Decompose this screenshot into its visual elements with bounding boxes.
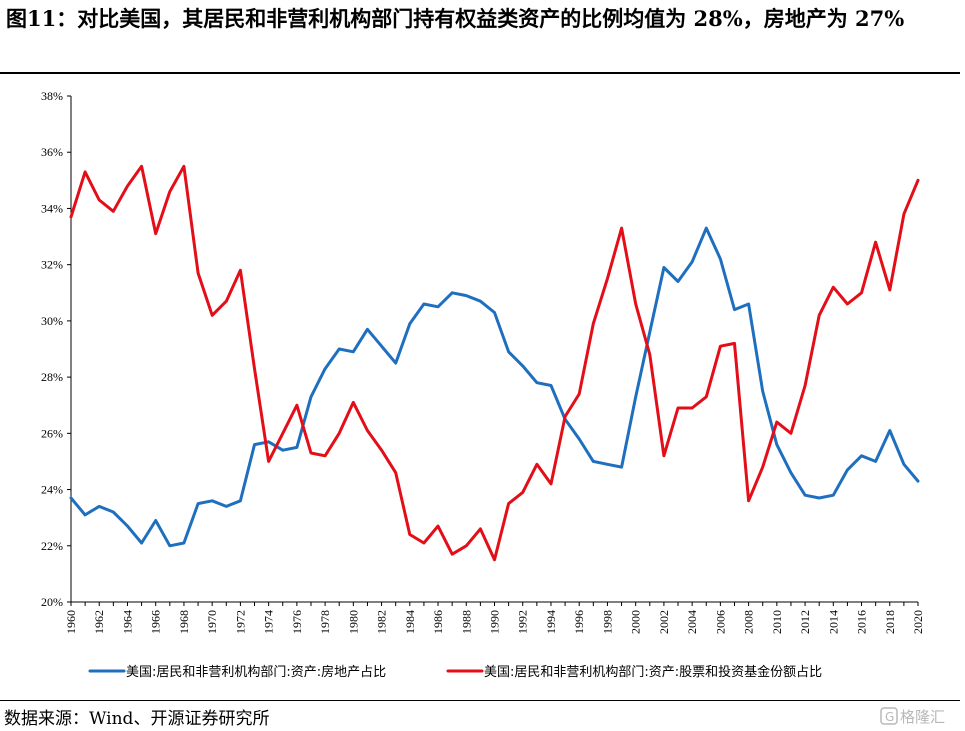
y-tick-label: 38% [41, 89, 63, 103]
x-tick-label: 2016 [855, 610, 869, 634]
x-tick-label: 1964 [120, 610, 134, 634]
x-tick-label: 2014 [826, 610, 840, 634]
x-tick-label: 1988 [459, 610, 473, 634]
x-tick-label: 1968 [177, 610, 191, 634]
y-tick-label: 22% [41, 539, 63, 553]
x-tick-label: 1980 [346, 610, 360, 634]
y-tick-label: 36% [41, 145, 63, 159]
watermark-text: 格隆汇 [900, 708, 945, 726]
x-tick-label: 2004 [685, 610, 699, 634]
footer-divider [0, 700, 960, 701]
y-tick-label: 28% [41, 370, 63, 384]
x-tick-label: 1986 [431, 610, 445, 634]
y-axis-ticks: 20% 22% 24% 26% 28% 30% 32% 34% 36% 38% [41, 89, 71, 609]
figure-title: 图11：对比美国，其居民和非营利机构部门持有权益类资产的比例均值为 28%，房地… [6, 6, 905, 31]
y-tick-label: 20% [41, 595, 63, 609]
x-tick-label: 1962 [92, 610, 106, 634]
watermark-icon [880, 707, 898, 725]
x-axis-ticks: 1960 1962 1964 1966 1968 1970 1972 1974 1976 1978… [64, 602, 925, 634]
svg-text:G: G [885, 710, 894, 724]
x-tick-label: 1966 [149, 610, 163, 634]
line-chart: 20%22%24%26%28%30%32%34%36%38% 1960 1962 1… [41, 89, 925, 680]
y-tick-label: 30% [41, 314, 63, 328]
x-tick-label: 1994 [544, 610, 558, 634]
x-tick-label: 2002 [657, 610, 671, 634]
x-tick-label: 2012 [798, 610, 812, 634]
x-tick-label: 2020 [911, 610, 925, 634]
x-tick-label: 1990 [488, 610, 502, 634]
legend-label: 美国:居民和非营利机构部门:资产:股票和投资基金份额占比 [484, 664, 822, 680]
x-tick-label: 1984 [403, 610, 417, 634]
x-tick-label: 2006 [713, 610, 727, 634]
x-tick-label: 1960 [64, 610, 78, 634]
series-lines [69, 164, 920, 562]
x-tick-label: 1970 [205, 610, 219, 634]
legend-label: 美国:居民和非营利机构部门:资产:房地产占比 [126, 664, 386, 680]
x-tick-label: 2010 [770, 610, 784, 634]
series-line-real-estate [69, 226, 920, 548]
series-line-equity [69, 164, 920, 562]
x-tick-label: 1976 [290, 610, 304, 634]
y-tick-label: 32% [41, 258, 63, 272]
x-tick-label: 2000 [629, 610, 643, 634]
chart-legend: 美国:居民和非营利机构部门:资产:房地产占比 美国:居民和非营利机构部门:资产:股… [88, 664, 822, 680]
x-tick-label: 2008 [742, 610, 756, 634]
x-tick-label: 1996 [572, 610, 586, 634]
title-divider [0, 72, 960, 74]
watermark-logo: G 格隆汇 [880, 707, 945, 726]
y-tick-label: 26% [41, 426, 63, 440]
x-tick-label: 1972 [233, 610, 247, 634]
y-tick-label: 24% [41, 483, 63, 497]
y-tick-label: 34% [41, 201, 63, 215]
chart-axes [70, 96, 918, 603]
source-note: 数据来源：Wind、开源证券研究所 [4, 709, 270, 729]
x-tick-label: 1998 [600, 610, 614, 634]
x-tick-label: 1992 [516, 610, 530, 634]
x-tick-label: 1978 [318, 610, 332, 634]
x-tick-label: 1974 [262, 610, 276, 634]
x-tick-label: 1982 [375, 610, 389, 634]
x-tick-label: 2018 [883, 610, 897, 634]
